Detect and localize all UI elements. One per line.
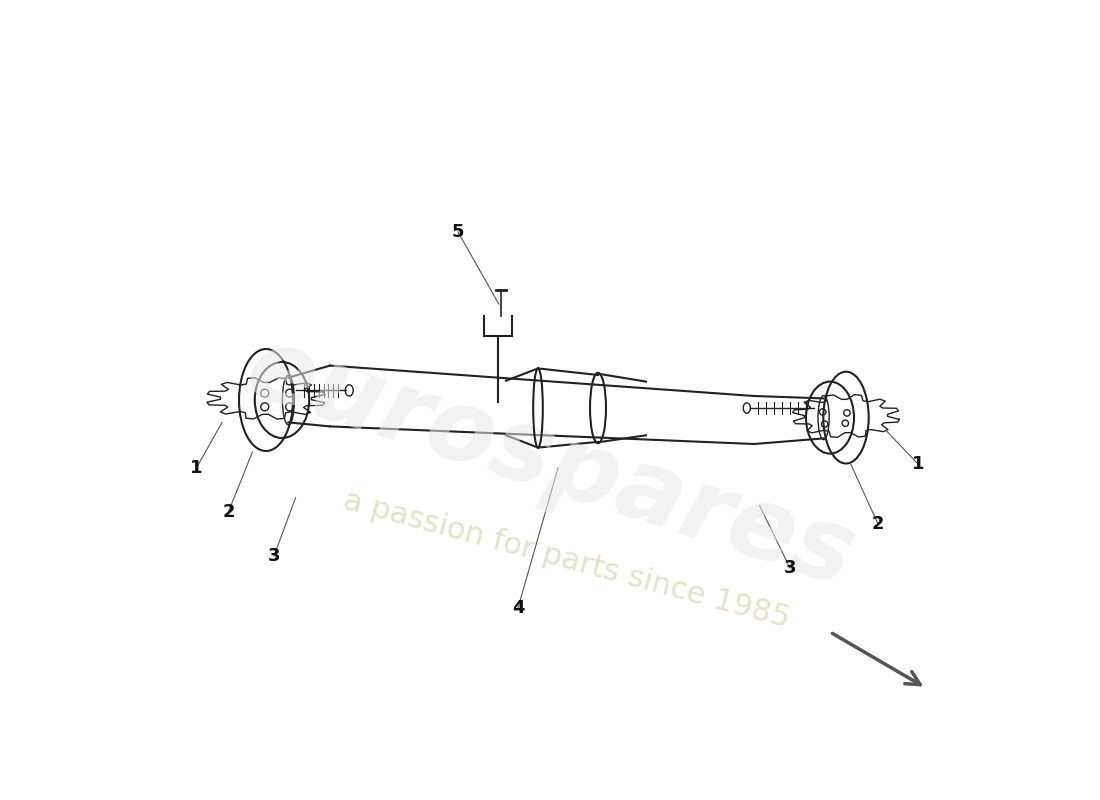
Text: 4: 4	[512, 599, 525, 617]
Text: 3: 3	[267, 547, 280, 565]
Text: 1: 1	[912, 455, 924, 473]
Text: 5: 5	[452, 223, 464, 241]
Text: a passion for parts since 1985: a passion for parts since 1985	[340, 486, 792, 634]
Text: 1: 1	[190, 459, 202, 477]
Text: 3: 3	[783, 559, 796, 577]
Text: 2: 2	[222, 503, 234, 521]
Text: 2: 2	[871, 515, 884, 533]
Text: eurospares: eurospares	[234, 320, 866, 608]
